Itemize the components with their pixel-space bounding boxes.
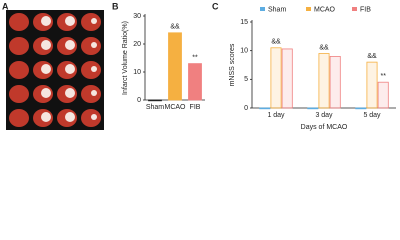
panel-label: C: [212, 1, 219, 11]
brain-slice: [81, 13, 101, 31]
y-tick-label: 10: [133, 69, 141, 76]
bar: [329, 56, 341, 109]
brain-slice: [9, 37, 29, 55]
x-tick-label: FIB: [190, 104, 201, 111]
bar: [355, 107, 367, 110]
infarct: [41, 40, 51, 50]
infarct: [91, 66, 97, 72]
legend-label: Sham: [268, 6, 286, 13]
y-tick-label: 20: [133, 41, 141, 48]
legend-swatch: [260, 7, 265, 11]
bar: [148, 99, 162, 102]
infarct: [41, 112, 51, 122]
infarct: [65, 40, 75, 50]
annotation: &&: [271, 39, 281, 46]
annotation: &&: [319, 44, 329, 51]
brain-slice: [81, 61, 101, 79]
y-axis-label: mNSS scores: [229, 43, 236, 86]
brain-slice: [81, 85, 101, 103]
bar: [270, 47, 282, 109]
x-tick-label: Sham: [146, 104, 164, 111]
infarct: [91, 90, 97, 96]
brain-slice: [9, 85, 29, 103]
panel-label: B: [112, 1, 119, 11]
infarct: [41, 64, 51, 74]
brain-slice: [81, 37, 101, 55]
x-tick-label: 5 day: [363, 112, 381, 119]
legend-label: FIB: [360, 6, 371, 13]
figure: A B C 0 10 20 30 Infarct Volume Ratio(%) Sham…: [2, 1, 396, 131]
brain-slices: [9, 13, 101, 127]
y-tick-label: 5: [244, 76, 248, 83]
infarct: [65, 16, 75, 26]
infarct: [91, 42, 97, 48]
bar: [188, 63, 202, 101]
legend-swatch: [306, 7, 311, 11]
bar: [318, 53, 330, 109]
legend-label: MCAO: [314, 6, 336, 13]
y-tick-label: 30: [133, 13, 141, 20]
infarct: [65, 112, 75, 122]
infarct: [91, 114, 97, 120]
y-axis-label: Infarct Volume Ratio(%): [122, 21, 129, 95]
infarct: [65, 88, 75, 98]
y-tick-label: 0: [137, 97, 141, 104]
x-tick-label: MCAO: [165, 104, 187, 111]
brain-slice: [9, 61, 29, 79]
y-tick-label: 15: [240, 19, 248, 26]
infarct: [41, 16, 51, 26]
brain-slice: [81, 109, 101, 127]
panel-label: A: [2, 1, 9, 11]
brain-slice: [9, 13, 29, 31]
infarct: [91, 18, 97, 24]
bar: [307, 107, 319, 110]
x-tick-label: 1 day: [267, 112, 285, 119]
brain-slice: [9, 109, 29, 127]
annotation: **: [380, 73, 386, 80]
bar: [168, 32, 182, 101]
bar: [377, 81, 389, 109]
bar: [259, 107, 271, 110]
annotation: &&: [367, 53, 377, 60]
bar: [366, 61, 378, 109]
annotation: &&: [170, 24, 180, 31]
legend-swatch: [352, 7, 357, 11]
y-tick-label: 0: [244, 105, 248, 112]
bar: [281, 48, 293, 109]
infarct: [41, 88, 51, 98]
x-tick-label: 3 day: [315, 112, 333, 119]
x-axis-label: Days of MCAO: [301, 124, 348, 131]
y-tick-label: 10: [240, 48, 248, 55]
annotation: **: [192, 54, 198, 61]
infarct: [65, 64, 75, 74]
